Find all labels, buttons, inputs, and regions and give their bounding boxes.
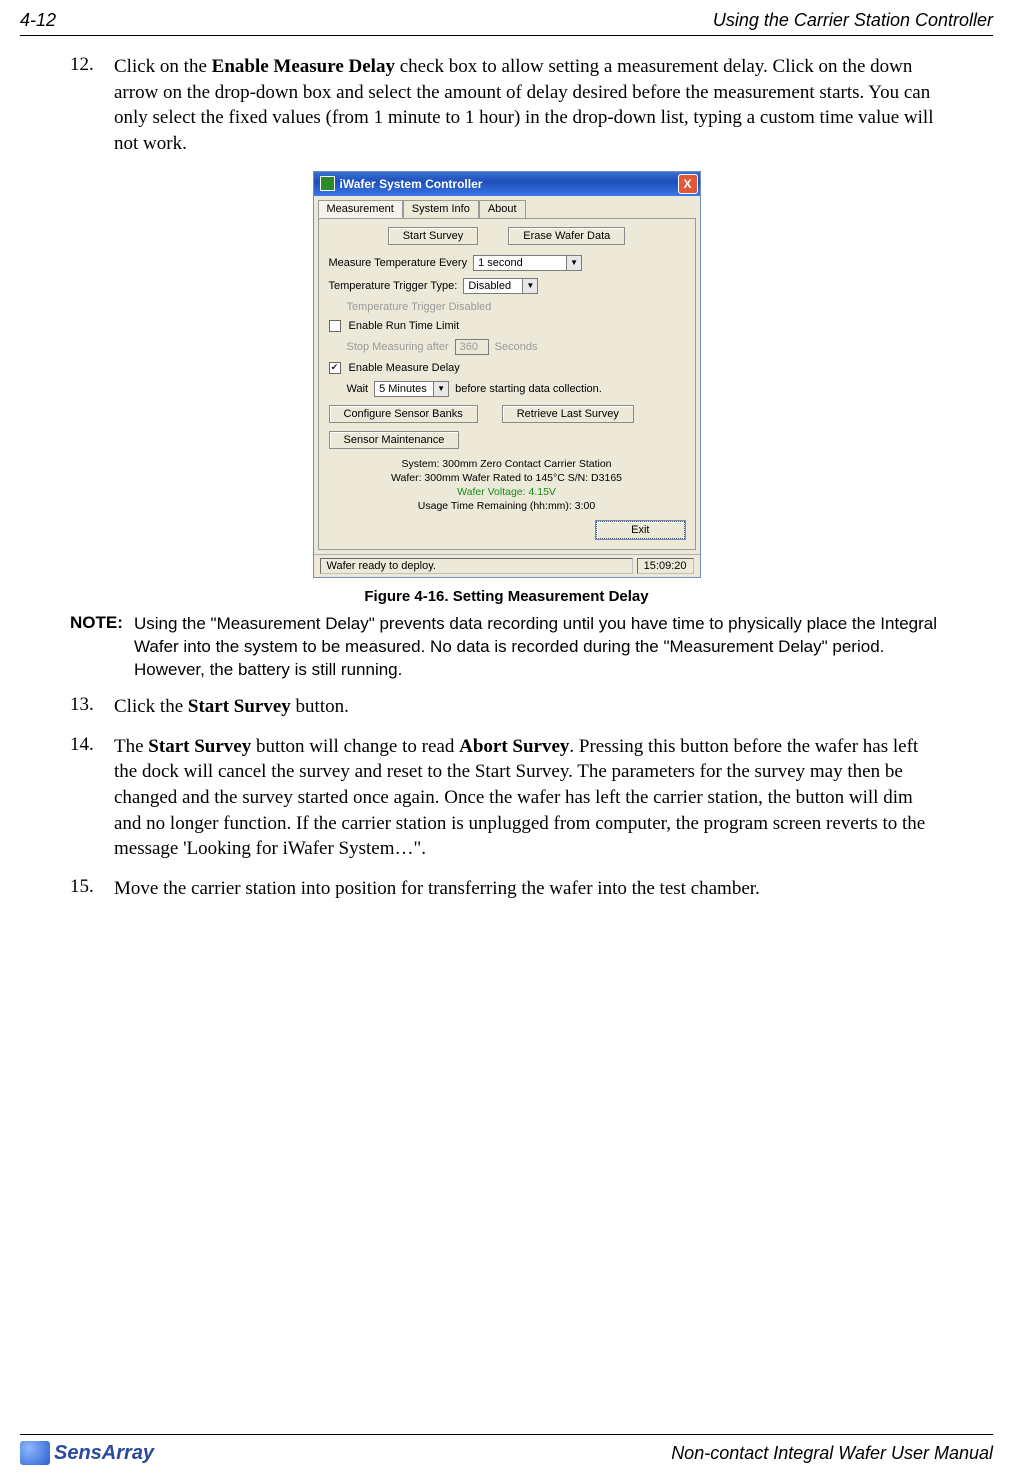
erase-wafer-button[interactable]: Erase Wafer Data	[508, 227, 625, 245]
measure-temp-value: 1 second	[473, 255, 567, 271]
measure-temp-label: Measure Temperature Every	[329, 257, 468, 269]
trigger-type-label: Temperature Trigger Type:	[329, 280, 458, 292]
note-text: Using the "Measurement Delay" prevents d…	[134, 613, 943, 682]
t: Start Survey	[188, 696, 291, 717]
t: Click on the	[114, 56, 212, 77]
wait-post: before starting data collection.	[455, 383, 602, 395]
wait-dropdown[interactable]: 5 Minutes ▼	[374, 381, 449, 397]
trigger-type-value: Disabled	[463, 278, 523, 294]
configure-sensor-banks-button[interactable]: Configure Sensor Banks	[329, 405, 478, 423]
chevron-down-icon[interactable]: ▼	[523, 278, 538, 294]
step-14: 14. The Start Survey button will change …	[70, 734, 943, 862]
step-13: 13. Click the Start Survey button.	[70, 694, 943, 720]
window-title: iWafer System Controller	[340, 177, 678, 191]
t: The	[114, 736, 148, 757]
status-time: 15:09:20	[637, 558, 694, 574]
measure-temp-dropdown[interactable]: 1 second ▼	[473, 255, 582, 271]
t: button will change to read	[251, 736, 459, 757]
t: button.	[291, 696, 349, 717]
t: Click the	[114, 696, 188, 717]
retrieve-last-survey-button[interactable]: Retrieve Last Survey	[502, 405, 634, 423]
footer-title: Non-contact Integral Wafer User Manual	[671, 1443, 993, 1464]
step-15: 15. Move the carrier station into positi…	[70, 876, 943, 902]
t: Abort Survey	[459, 736, 569, 757]
sensor-maintenance-button[interactable]: Sensor Maintenance	[329, 431, 460, 449]
window-titlebar[interactable]: iWafer System Controller X	[314, 172, 700, 196]
logo: SensArray	[20, 1441, 154, 1465]
system-info-block: System: 300mm Zero Contact Carrier Stati…	[329, 457, 685, 514]
step-text: Click on the Enable Measure Delay check …	[114, 54, 943, 157]
tab-about[interactable]: About	[479, 200, 526, 218]
stop-after-value: 360	[455, 339, 489, 355]
wait-value: 5 Minutes	[374, 381, 434, 397]
system-line-1: System: 300mm Zero Contact Carrier Stati…	[329, 457, 685, 471]
close-icon[interactable]: X	[678, 174, 698, 194]
stop-after-pre: Stop Measuring after	[347, 341, 449, 353]
run-time-label: Enable Run Time Limit	[349, 320, 460, 332]
note-label: NOTE:	[70, 613, 134, 682]
step-text: Move the carrier station into position f…	[114, 876, 760, 902]
tab-system-info[interactable]: System Info	[403, 200, 479, 218]
logo-icon	[20, 1441, 50, 1465]
measure-delay-label: Enable Measure Delay	[349, 362, 460, 374]
step-text: Click the Start Survey button.	[114, 694, 349, 720]
figure-4-16: iWafer System Controller X Measurement S…	[70, 171, 943, 579]
section-title: Using the Carrier Station Controller	[713, 10, 993, 31]
app-icon	[320, 176, 335, 191]
note-block: NOTE: Using the "Measurement Delay" prev…	[70, 613, 943, 682]
trigger-type-dropdown[interactable]: Disabled ▼	[463, 278, 538, 294]
step-number: 13.	[70, 694, 114, 720]
tab-measurement[interactable]: Measurement	[318, 200, 403, 218]
system-line-2: Wafer: 300mm Wafer Rated to 145°C S/N: D…	[329, 471, 685, 485]
logo-text: SensArray	[54, 1442, 154, 1465]
header-rule	[20, 35, 993, 36]
iwafer-window: iWafer System Controller X Measurement S…	[313, 171, 701, 579]
exit-button[interactable]: Exit	[596, 521, 684, 539]
step-number: 12.	[70, 54, 114, 157]
trigger-disabled-text: Temperature Trigger Disabled	[347, 301, 685, 313]
status-text: Wafer ready to deploy.	[320, 558, 633, 574]
step-12: 12. Click on the Enable Measure Delay ch…	[70, 54, 943, 157]
t: Enable Measure Delay	[212, 56, 395, 77]
status-bar: Wafer ready to deploy. 15:09:20	[314, 554, 700, 577]
wafer-voltage: Wafer Voltage: 4.15V	[329, 485, 685, 499]
t: Start Survey	[148, 736, 251, 757]
chevron-down-icon[interactable]: ▼	[434, 381, 449, 397]
step-text: The Start Survey button will change to r…	[114, 734, 943, 862]
page-footer: SensArray Non-contact Integral Wafer Use…	[20, 1434, 993, 1465]
run-time-checkbox[interactable]	[329, 320, 341, 332]
tab-body: Start Survey Erase Wafer Data Measure Te…	[318, 218, 696, 551]
step-number: 15.	[70, 876, 114, 902]
wait-pre: Wait	[347, 383, 369, 395]
stop-after-post: Seconds	[495, 341, 538, 353]
footer-rule	[20, 1434, 993, 1435]
measure-delay-checkbox[interactable]	[329, 362, 341, 374]
usage-time: Usage Time Remaining (hh:mm): 3:00	[329, 499, 685, 513]
figure-caption: Figure 4-16. Setting Measurement Delay	[70, 588, 943, 605]
start-survey-button[interactable]: Start Survey	[388, 227, 479, 245]
page-number: 4-12	[20, 10, 56, 31]
chevron-down-icon[interactable]: ▼	[567, 255, 582, 271]
step-number: 14.	[70, 734, 114, 862]
tab-strip: Measurement System Info About	[314, 196, 700, 218]
